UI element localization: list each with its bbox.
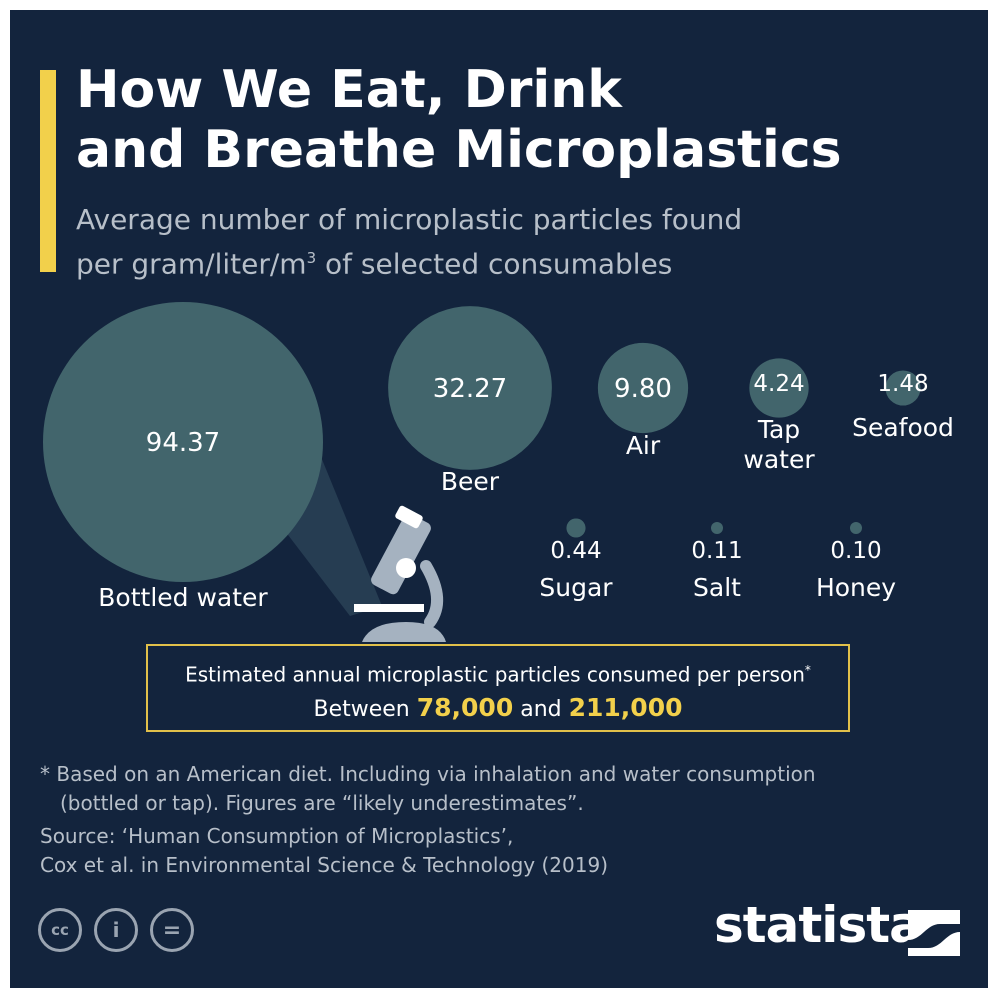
bubble-category-label: Bottled water — [98, 583, 268, 612]
title-accent-bar — [40, 70, 56, 272]
bubble-air — [597, 342, 689, 434]
bubble-category-label: Air — [626, 431, 661, 460]
bubble-tap-water — [749, 358, 809, 418]
callout-line-1: Estimated annual microplastic particles … — [148, 656, 848, 689]
bubble-seafood — [885, 370, 921, 406]
bubble-value-label: 9.80 — [614, 374, 672, 404]
bubble-value-label: 1.48 — [877, 371, 928, 397]
callout-text: Estimated annual microplastic particles … — [185, 662, 805, 687]
bubble-chart: 94.37 Bottled water 32.27 Beer 9.80 Air 4.24 Ta… — [43, 302, 954, 642]
statista-logo[interactable]: statista — [714, 896, 923, 954]
bubble-category-label: Beer — [441, 467, 500, 496]
subtitle-line-2-suffix: of selected consumables — [316, 247, 673, 281]
bubble-category-label: Sugar — [539, 573, 613, 602]
callout-line-2: Between 78,000 and 211,000 — [148, 691, 848, 727]
bubble-value-label: 4.24 — [753, 371, 804, 397]
bubble-value-label: 94.37 — [146, 428, 220, 458]
bubble-beer — [388, 306, 552, 470]
footnote-line-1: * Based on an American diet. Including v… — [40, 762, 816, 786]
subtitle-line-1: Average number of microplastic particles… — [76, 203, 743, 236]
callout-and: and — [513, 696, 569, 722]
bubble-value-label: 0.11 — [691, 538, 742, 564]
subtitle-line-2-prefix: per gram/liter/m — [76, 247, 307, 281]
bubble-category-label: Honey — [816, 573, 896, 602]
source-line-1: Source: ‘Human Consumption of Microplast… — [40, 824, 514, 848]
bubble-bottled-water — [43, 302, 323, 582]
bubble-salt — [711, 522, 723, 534]
title-line-2: and Breathe Microplastics — [76, 120, 842, 180]
callout-low-value: 78,000 — [416, 692, 514, 722]
infographic-card: How We Eat, Drink and Breathe Microplast… — [10, 10, 988, 988]
subtitle-superscript: 3 — [306, 249, 317, 267]
noderivs-icon[interactable]: = — [150, 908, 194, 952]
microscope-icon — [354, 505, 446, 642]
page-title: How We Eat, Drink and Breathe Microplast… — [76, 60, 842, 180]
footnote-line-2: (bottled or tap). Figures are “likely un… — [60, 791, 584, 815]
footnote: * Based on an American diet. Including v… — [40, 760, 970, 818]
chart-subtitle: Average number of microplastic particles… — [76, 200, 742, 283]
callout-between: Between — [313, 696, 417, 722]
license-icons: cc i = — [38, 908, 194, 952]
callout-footnote-mark: * — [804, 663, 811, 677]
bubble-value-label: 0.44 — [550, 538, 601, 564]
bubble-value-label: 32.27 — [433, 374, 507, 404]
bubble-category-label: Seafood — [852, 413, 954, 442]
source-line-2: Cox et al. in Environmental Science & Te… — [40, 853, 609, 877]
cc-icon[interactable]: cc — [38, 908, 82, 952]
source-note: Source: ‘Human Consumption of Microplast… — [40, 822, 970, 880]
annual-consumption-callout: Estimated annual microplastic particles … — [146, 644, 850, 732]
bubble-category-label: water — [743, 445, 815, 474]
bubble-category-label: Salt — [693, 573, 741, 602]
bubble-category-label: Tap — [757, 415, 800, 444]
title-line-1: How We Eat, Drink — [76, 60, 622, 120]
bubble-honey — [850, 522, 862, 534]
bubble-sugar — [566, 518, 586, 538]
callout-high-value: 211,000 — [568, 692, 683, 722]
statista-mark-icon — [908, 910, 960, 956]
attribution-icon[interactable]: i — [94, 908, 138, 952]
bubble-value-label: 0.10 — [830, 538, 881, 564]
